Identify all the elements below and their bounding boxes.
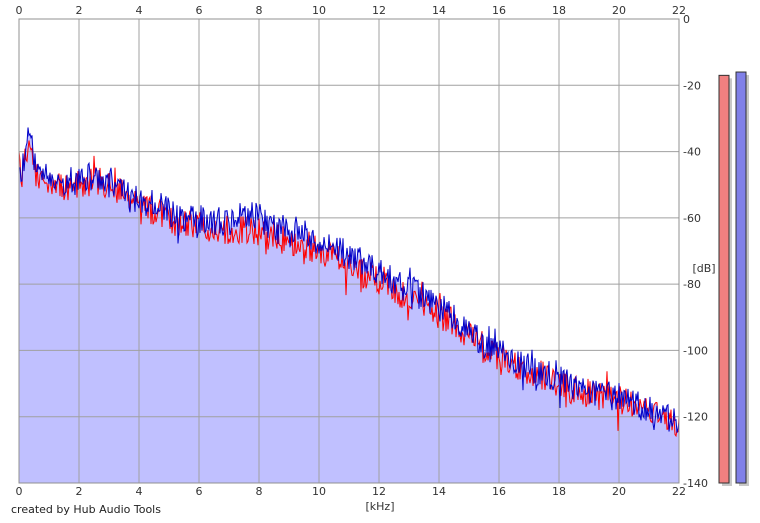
y-tick-label: -140 (683, 477, 708, 490)
level-meter-bar-1 (718, 74, 730, 484)
x-tick-label-top: 18 (552, 4, 566, 17)
x-tick-label-top: 10 (312, 4, 326, 17)
spectrum-fill (19, 127, 679, 483)
x-tick-label-bottom: 12 (372, 485, 386, 498)
x-tick-label-top: 4 (136, 4, 143, 17)
x-tick-label-top: 22 (672, 4, 686, 17)
series-lines (18, 127, 680, 438)
x-tick-label-top: 16 (492, 4, 506, 17)
x-tick-label-top: 14 (432, 4, 446, 17)
x-tick-label-bottom: 16 (492, 485, 506, 498)
plot-frame (18, 18, 680, 484)
grid (18, 18, 680, 484)
series-line-2 (18, 127, 680, 433)
x-tick-label-bottom: 10 (312, 485, 326, 498)
level-meter-bar-2 (735, 71, 747, 484)
y-tick-label: -100 (683, 344, 708, 357)
level-meters (718, 71, 749, 487)
y-ticks: 0 -20 -40 -60 -80 -100 -120 -140 (683, 13, 708, 490)
x-ticks-top: 0 2 4 6 8 10 12 14 16 18 20 22 (16, 4, 687, 17)
x-tick-label-bottom: 8 (256, 485, 263, 498)
x-tick-label-top: 12 (372, 4, 386, 17)
x-tick-label-bottom: 14 (432, 485, 446, 498)
x-ticks-bottom: 0 2 4 6 8 10 12 14 16 18 20 22 (16, 485, 687, 498)
x-tick-label-bottom: 20 (612, 485, 626, 498)
x-tick-label-top: 2 (76, 4, 83, 17)
y-unit-label: [dB] (692, 262, 715, 275)
x-tick-label-bottom: 22 (672, 485, 686, 498)
y-tick-label: -40 (683, 146, 701, 159)
y-tick-label: 0 (683, 13, 690, 26)
x-tick-label-bottom: 4 (136, 485, 143, 498)
credit-text: created by Hub Audio Tools (11, 503, 161, 516)
x-tick-label-bottom: 0 (16, 485, 23, 498)
x-tick-label-bottom: 6 (196, 485, 203, 498)
x-tick-label-top: 20 (612, 4, 626, 17)
y-tick-label: -60 (683, 212, 701, 225)
y-tick-label: -20 (683, 79, 701, 92)
x-tick-label-bottom: 18 (552, 485, 566, 498)
x-tick-label-top: 0 (16, 4, 23, 17)
x-tick-label-top: 8 (256, 4, 263, 17)
x-tick-label-bottom: 2 (76, 485, 83, 498)
spectrum-area (19, 127, 679, 483)
x-unit-label: [kHz] (366, 500, 395, 513)
y-tick-label: -120 (683, 411, 708, 424)
y-tick-label: -80 (683, 278, 701, 291)
x-tick-label-top: 6 (196, 4, 203, 17)
